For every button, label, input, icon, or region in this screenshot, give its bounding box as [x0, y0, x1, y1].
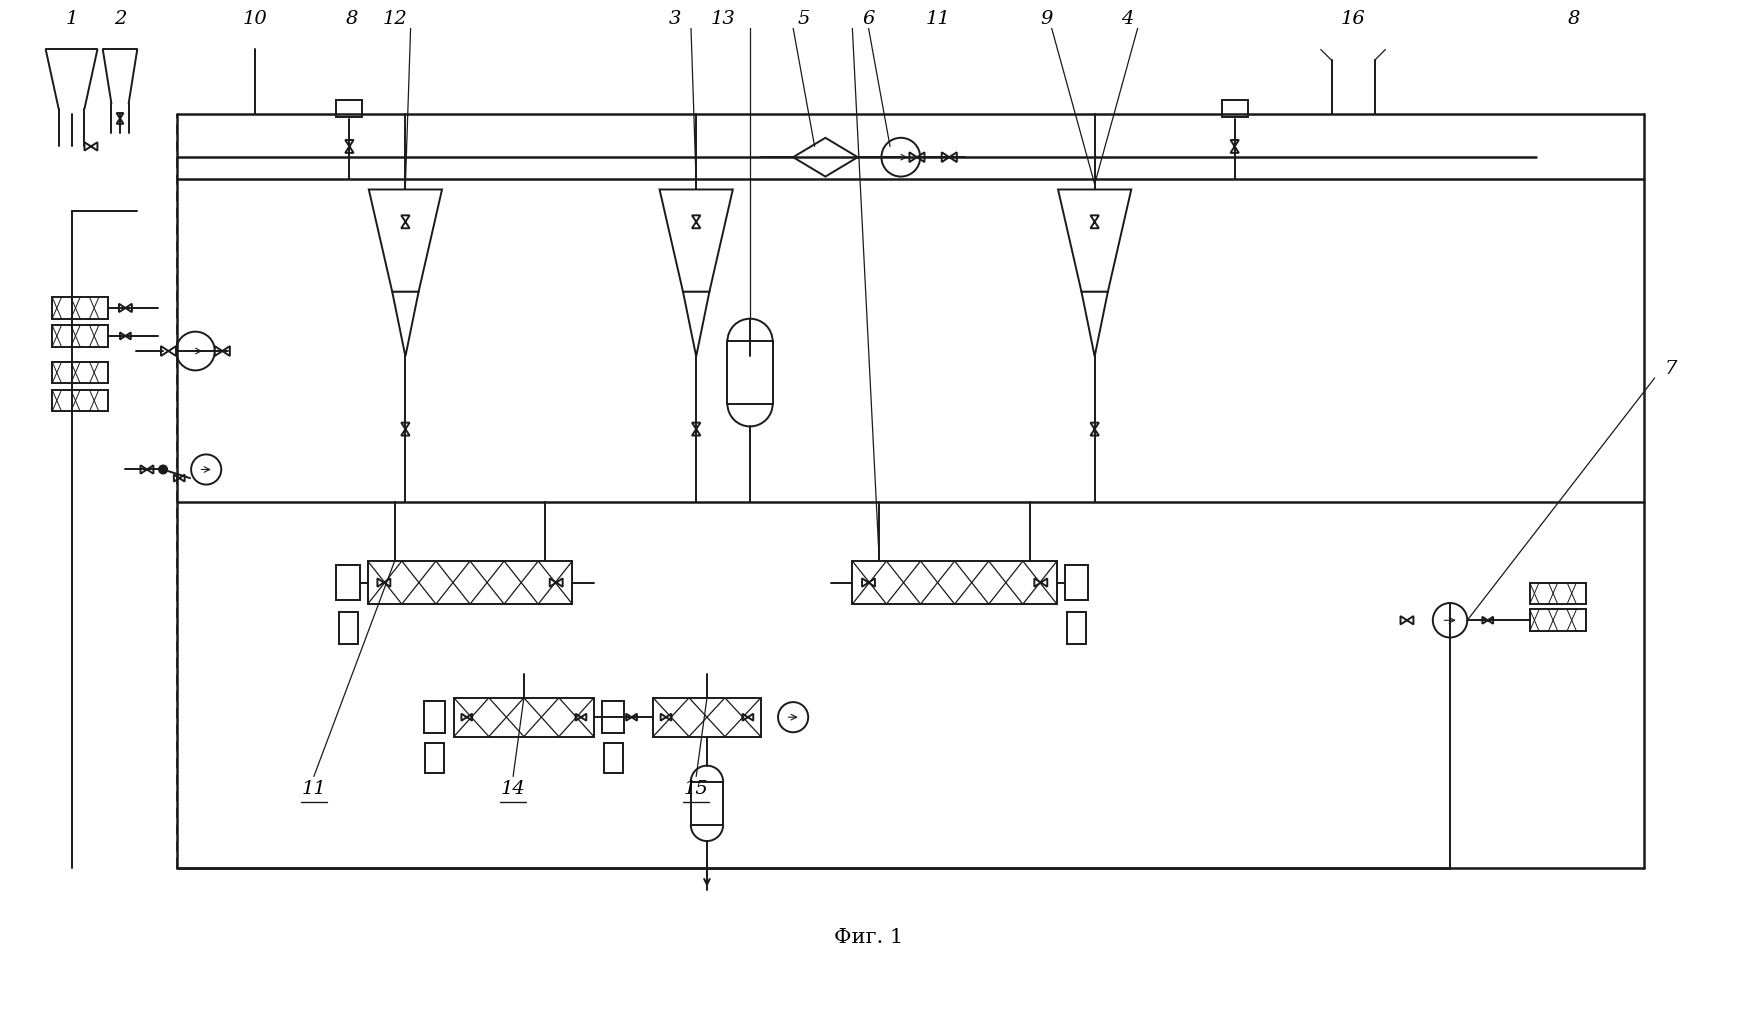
Circle shape — [1433, 603, 1468, 638]
Polygon shape — [162, 346, 175, 356]
Bar — [1530, 583, 1586, 604]
Text: 8: 8 — [346, 10, 358, 28]
Polygon shape — [683, 292, 709, 357]
Polygon shape — [1034, 578, 1047, 587]
Circle shape — [158, 465, 167, 474]
Polygon shape — [742, 713, 754, 721]
Circle shape — [191, 455, 221, 484]
Text: 14: 14 — [500, 780, 526, 798]
Bar — [1067, 611, 1086, 644]
Bar — [424, 701, 445, 734]
Polygon shape — [85, 142, 97, 150]
Circle shape — [881, 138, 921, 177]
Polygon shape — [1082, 292, 1108, 357]
Bar — [426, 743, 445, 774]
Text: 16: 16 — [1341, 10, 1365, 28]
Polygon shape — [794, 138, 858, 177]
Polygon shape — [1230, 140, 1238, 153]
Text: 12: 12 — [382, 10, 406, 28]
Polygon shape — [660, 713, 672, 721]
Polygon shape — [1091, 216, 1100, 228]
Polygon shape — [1058, 189, 1131, 292]
Polygon shape — [941, 152, 957, 162]
Bar — [1221, 100, 1247, 118]
Bar — [52, 389, 108, 411]
Polygon shape — [401, 216, 410, 228]
Text: 7: 7 — [1664, 360, 1676, 378]
Text: 1: 1 — [66, 10, 78, 28]
Text: Фиг. 1: Фиг. 1 — [834, 928, 903, 947]
Text: 9: 9 — [1040, 10, 1053, 28]
Circle shape — [778, 702, 808, 733]
Polygon shape — [910, 152, 924, 162]
Bar — [728, 341, 773, 404]
Polygon shape — [368, 189, 441, 292]
Polygon shape — [174, 474, 184, 481]
Polygon shape — [625, 713, 637, 721]
Bar — [337, 565, 360, 600]
Text: 6: 6 — [862, 10, 875, 28]
Circle shape — [175, 332, 215, 370]
Polygon shape — [141, 465, 153, 473]
Polygon shape — [215, 346, 229, 356]
Polygon shape — [120, 332, 130, 339]
Bar — [853, 561, 1058, 604]
Text: 13: 13 — [710, 10, 735, 28]
Bar — [653, 698, 761, 737]
Bar — [52, 325, 108, 346]
Bar — [603, 701, 624, 734]
Text: 5: 5 — [797, 10, 809, 28]
Bar — [52, 362, 108, 383]
Polygon shape — [346, 140, 354, 153]
Text: 10: 10 — [241, 10, 267, 28]
Polygon shape — [575, 713, 587, 721]
Polygon shape — [462, 713, 472, 721]
Polygon shape — [660, 189, 733, 292]
Polygon shape — [549, 578, 563, 587]
Bar — [453, 698, 594, 737]
Bar — [603, 743, 624, 774]
Polygon shape — [1482, 616, 1494, 623]
Polygon shape — [691, 216, 700, 228]
Text: 15: 15 — [684, 780, 709, 798]
Bar — [691, 782, 723, 825]
Bar — [337, 100, 363, 118]
Bar — [1530, 609, 1586, 631]
Polygon shape — [1400, 616, 1414, 624]
Polygon shape — [862, 578, 875, 587]
Polygon shape — [377, 578, 391, 587]
Text: 3: 3 — [669, 10, 681, 28]
Text: 4: 4 — [1120, 10, 1133, 28]
Bar — [368, 561, 571, 604]
Text: 11: 11 — [302, 780, 327, 798]
Bar — [339, 611, 358, 644]
Text: 8: 8 — [1569, 10, 1581, 28]
Polygon shape — [118, 304, 132, 312]
Polygon shape — [393, 292, 419, 357]
Bar — [1065, 565, 1087, 600]
Polygon shape — [401, 423, 410, 435]
Bar — [52, 297, 108, 319]
Text: 11: 11 — [926, 10, 950, 28]
Polygon shape — [116, 113, 123, 124]
Polygon shape — [691, 423, 700, 435]
Text: 2: 2 — [115, 10, 127, 28]
Polygon shape — [1091, 423, 1100, 435]
